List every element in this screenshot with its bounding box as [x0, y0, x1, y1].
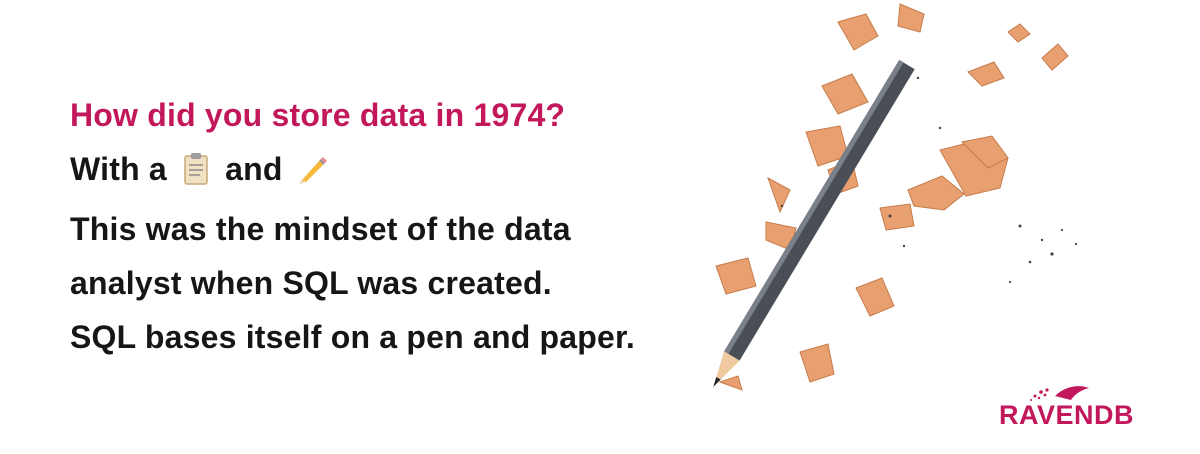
graphite-dust — [780, 76, 1078, 284]
pencil-icon — [296, 148, 330, 202]
logo-text: RAVENDB — [999, 400, 1135, 430]
headline: How did you store data in 1974? — [70, 97, 566, 133]
pencil — [713, 59, 915, 387]
line2-prefix: With a — [70, 151, 167, 187]
pencil-shavings-illustration — [713, 3, 1078, 391]
clipboard-icon — [180, 148, 212, 202]
mindset-line-2: analyst when SQL was created. — [70, 265, 552, 301]
pencil-shavings — [715, 3, 1069, 391]
ravendb-logo: RAVENDB — [995, 382, 1175, 432]
mindset-line-1: This was the mindset of the data — [70, 211, 571, 247]
line-with-emojis: With a and — [70, 142, 710, 202]
raven-wing-icon — [1030, 386, 1089, 401]
line2-middle: and — [225, 151, 283, 187]
conclusion-line: SQL bases itself on a pen and paper. — [70, 319, 635, 355]
message-block: How did you store data in 1974? With a a… — [70, 88, 710, 364]
